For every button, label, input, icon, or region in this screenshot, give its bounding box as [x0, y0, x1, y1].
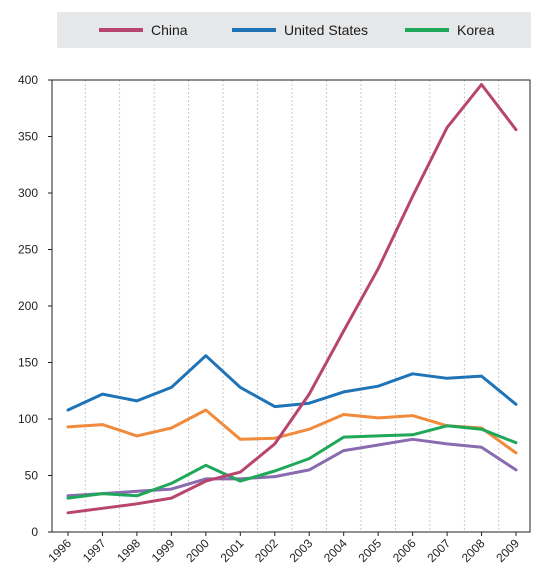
x-tick-label: 2004 — [321, 536, 350, 565]
x-tick-label: 1997 — [80, 536, 109, 565]
y-tick-label: 250 — [18, 243, 38, 257]
series-line-korea — [66, 424, 518, 500]
legend: China United States Korea — [57, 12, 531, 48]
series-line-3 — [66, 408, 518, 455]
y-tick-label: 50 — [25, 469, 39, 483]
legend-item-china: China — [99, 12, 188, 48]
legend-item-united-states: United States — [232, 12, 368, 48]
series-line-china — [66, 83, 518, 515]
x-tick-label: 2000 — [183, 536, 212, 565]
x-tick-label: 2008 — [459, 536, 488, 565]
x-tick-label: 2002 — [252, 536, 281, 565]
x-tick-label: 1996 — [45, 536, 74, 565]
y-tick-label: 100 — [18, 412, 38, 426]
x-tick-label: 2009 — [493, 536, 522, 565]
legend-swatch-korea — [405, 28, 449, 32]
x-tick-label: 2006 — [390, 536, 419, 565]
x-tick-label: 2003 — [287, 536, 316, 565]
y-tick-label: 150 — [18, 356, 38, 370]
y-tick-label: 400 — [18, 73, 38, 87]
x-tick-label: 2005 — [355, 536, 384, 565]
y-tick-label: 300 — [18, 186, 38, 200]
y-tick-label: 200 — [18, 299, 38, 313]
legend-label-china: China — [151, 22, 188, 38]
y-tick-label: 0 — [31, 525, 38, 539]
legend-swatch-united-states — [232, 28, 276, 32]
y-tick-label: 350 — [18, 130, 38, 144]
legend-swatch-china — [99, 28, 143, 32]
series-line-united-states — [66, 354, 518, 412]
legend-label-united-states: United States — [284, 22, 369, 38]
legend-label-korea: Korea — [457, 22, 495, 38]
x-tick-label: 1999 — [149, 536, 178, 565]
series-line-4 — [66, 437, 518, 498]
x-tick-label: 1998 — [114, 536, 143, 565]
legend-item-korea: Korea — [405, 12, 494, 48]
x-tick-label: 2007 — [424, 536, 453, 565]
x-tick-label: 2001 — [218, 536, 247, 565]
